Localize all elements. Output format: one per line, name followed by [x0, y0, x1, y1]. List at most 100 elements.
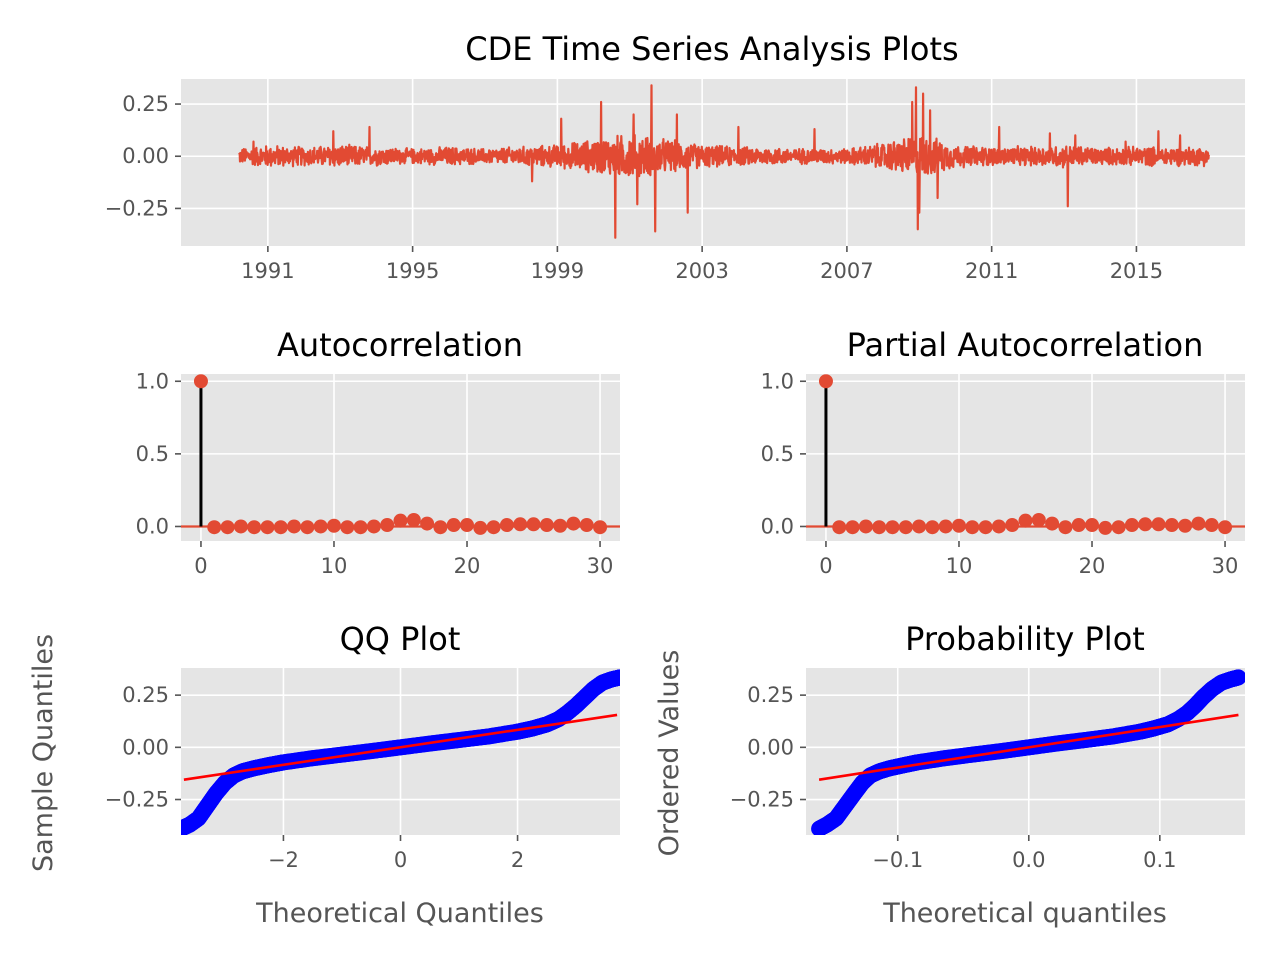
acf-marker — [593, 520, 608, 535]
pacf-marker — [845, 520, 860, 535]
pacf-marker — [965, 520, 980, 535]
acf-marker — [526, 517, 541, 532]
pacf-marker — [1204, 518, 1219, 533]
pacf-x-tick-label: 30 — [1212, 554, 1239, 578]
pacf-marker — [951, 518, 966, 533]
pacf-marker — [1018, 513, 1033, 528]
pacf-marker — [1151, 517, 1166, 532]
pacf-marker — [1005, 518, 1020, 533]
returns-panel: 1991 1995 1999 2003 2007 2011 2015 −0.25 0.00 0.2… — [105, 79, 1245, 283]
prob-points — [811, 669, 1245, 835]
acf-marker — [579, 518, 594, 533]
pacf-y-tick-label: 1.0 — [761, 369, 794, 393]
pacf-marker — [1098, 520, 1113, 535]
pacf-y-tick-label: 0.0 — [761, 514, 794, 538]
acf-panel-title: Autocorrelation — [277, 326, 523, 364]
pacf-panel: 0 10 20 30 0.0 0.5 1.0 Partial Autocorrelation — [761, 326, 1245, 578]
returns-y-tick-label: 0.25 — [122, 92, 169, 116]
acf-marker — [486, 520, 501, 535]
qq-y-tick-label: 0.00 — [122, 735, 169, 759]
pacf-x-tick-label: 20 — [1079, 554, 1106, 578]
returns-x-tick-label: 2011 — [965, 259, 1018, 283]
pacf-x-tick-label: 10 — [946, 554, 973, 578]
pacf-marker — [898, 520, 913, 535]
acf-y-tick-label: 0.5 — [136, 442, 169, 466]
acf-marker — [220, 520, 235, 535]
acf-marker — [566, 516, 581, 531]
acf-panel: 0 10 20 30 0.0 0.5 1.0 Autocorrelation — [136, 326, 620, 578]
pacf-marker — [1031, 512, 1046, 527]
pacf-marker — [1058, 520, 1073, 535]
qq-y-tick-label: 0.25 — [122, 683, 169, 707]
returns-x-tick-label: 2003 — [675, 259, 728, 283]
pacf-marker — [925, 520, 940, 535]
acf-marker — [499, 518, 514, 533]
pacf-marker — [885, 520, 900, 535]
acf-x-tick-label: 20 — [454, 554, 481, 578]
pacf-marker — [912, 519, 927, 534]
returns-x-tick-label: 1991 — [241, 259, 294, 283]
pacf-marker — [818, 374, 833, 389]
returns-y-tick-label: −0.25 — [105, 196, 169, 220]
returns-series-line — [238, 84, 1210, 239]
qq-x-tick-label: 2 — [511, 848, 524, 872]
prob-x-tick-label: 0.1 — [1143, 848, 1176, 872]
qq-x-tick-label: −2 — [268, 848, 299, 872]
prob-y-tick-label: 0.25 — [747, 683, 794, 707]
pacf-marker — [872, 520, 887, 535]
acf-marker — [433, 520, 448, 535]
returns-x-tick-label: 2015 — [1110, 259, 1163, 283]
prob-ylabel: Ordered Values — [654, 650, 685, 857]
acf-marker — [406, 512, 421, 527]
pacf-marker — [832, 520, 847, 535]
returns-x-tick-label: 1995 — [386, 259, 439, 283]
returns-y-tick-label: 0.00 — [122, 144, 169, 168]
pacf-marker — [1138, 517, 1153, 532]
acf-marker — [446, 518, 461, 533]
acf-marker — [207, 520, 222, 535]
qq-points — [181, 669, 620, 835]
prob-x-tick-label: 0.0 — [1012, 848, 1045, 872]
prob-panel: −0.1 0.0 0.1 −0.25 0.00 0.25 Probability Plot T… — [654, 620, 1245, 929]
acf-y-tick-label: 1.0 — [136, 369, 169, 393]
acf-x-tick-label: 0 — [194, 554, 207, 578]
qq-y-tick-label: −0.25 — [105, 788, 169, 812]
prob-panel-title: Probability Plot — [905, 620, 1145, 658]
acf-marker — [420, 516, 435, 531]
pacf-marker — [1045, 516, 1060, 531]
qq-point — [611, 669, 620, 686]
qq-point-cloud — [181, 669, 620, 835]
qq-xlabel: Theoretical Quantiles — [255, 898, 544, 929]
prob-fit-line — [818, 713, 1239, 781]
acf-marker — [513, 517, 528, 532]
acf-marker — [340, 520, 355, 535]
acf-marker — [393, 513, 408, 528]
acf-marker — [353, 520, 368, 535]
pacf-panel-title: Partial Autocorrelation — [847, 326, 1204, 364]
pacf-y-tick-label: 0.5 — [761, 442, 794, 466]
acf-marker — [273, 520, 288, 535]
prob-point — [1230, 669, 1245, 686]
acf-marker — [260, 520, 275, 535]
acf-marker — [366, 519, 381, 534]
acf-marker — [193, 374, 208, 389]
pacf-marker — [1191, 516, 1206, 531]
acf-plot-area — [181, 374, 620, 541]
acf-marker — [380, 518, 395, 533]
pacf-marker — [938, 519, 953, 534]
pacf-x-tick-label: 0 — [819, 554, 832, 578]
qq-ylabel: Sample Quantiles — [28, 634, 59, 872]
acf-marker — [287, 519, 302, 534]
acf-marker — [233, 519, 248, 534]
acf-x-tick-label: 10 — [321, 554, 348, 578]
pacf-plot-area — [806, 374, 1245, 541]
prob-y-tick-label: −0.25 — [730, 788, 794, 812]
pacf-marker — [1218, 520, 1233, 535]
qq-fit-line — [183, 713, 618, 781]
prob-point-cloud — [811, 669, 1245, 835]
acf-marker — [326, 518, 341, 533]
pacf-marker — [858, 519, 873, 534]
prob-xlabel: Theoretical quantiles — [882, 898, 1167, 929]
returns-x-tick-label: 2007 — [820, 259, 873, 283]
acf-x-tick-label: 30 — [587, 554, 614, 578]
